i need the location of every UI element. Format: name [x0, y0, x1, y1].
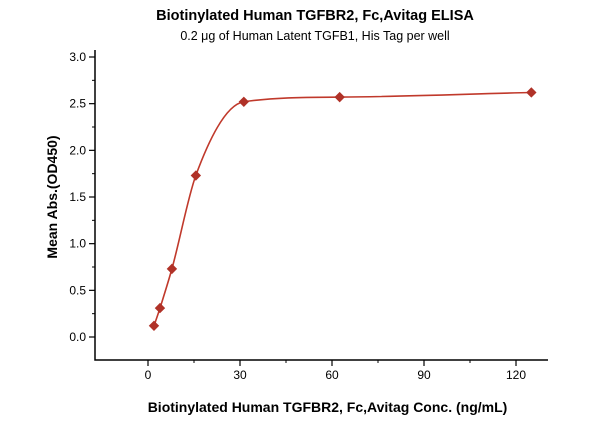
- y-tick-label: 0.5: [69, 283, 86, 297]
- axes-lines: [94, 50, 548, 361]
- x-tick-label: 30: [233, 368, 247, 382]
- fit-curve: [153, 91, 532, 327]
- y-tick-label: 1.0: [69, 237, 86, 251]
- y-tick-label: 2.0: [69, 143, 86, 157]
- data-point: [238, 96, 250, 108]
- x-tick-label: 90: [417, 368, 431, 382]
- y-tick-label: 0.0: [69, 330, 86, 344]
- data-point: [334, 91, 345, 103]
- x-tick-label: 60: [325, 368, 339, 382]
- x-axis-label: Biotinylated Human TGFBR2, Fc,Avitag Con…: [147, 399, 508, 415]
- chart-subtitle: 0.2 μg of Human Latent TGFB1, His Tag pe…: [180, 29, 450, 43]
- y-tick-label: 2.5: [69, 97, 86, 111]
- chart-title: Biotinylated Human TGFBR2, Fc,Avitag ELI…: [156, 8, 474, 24]
- x-tick-label: 0: [145, 368, 152, 382]
- data-point: [166, 263, 178, 275]
- y-tick-label: 3.0: [69, 50, 86, 64]
- data-point: [154, 302, 166, 314]
- x-tick-label: 120: [506, 368, 526, 382]
- data-point: [526, 87, 537, 98]
- y-tick-label: 1.5: [69, 190, 86, 204]
- data-point: [190, 170, 202, 181]
- data-point: [148, 320, 160, 332]
